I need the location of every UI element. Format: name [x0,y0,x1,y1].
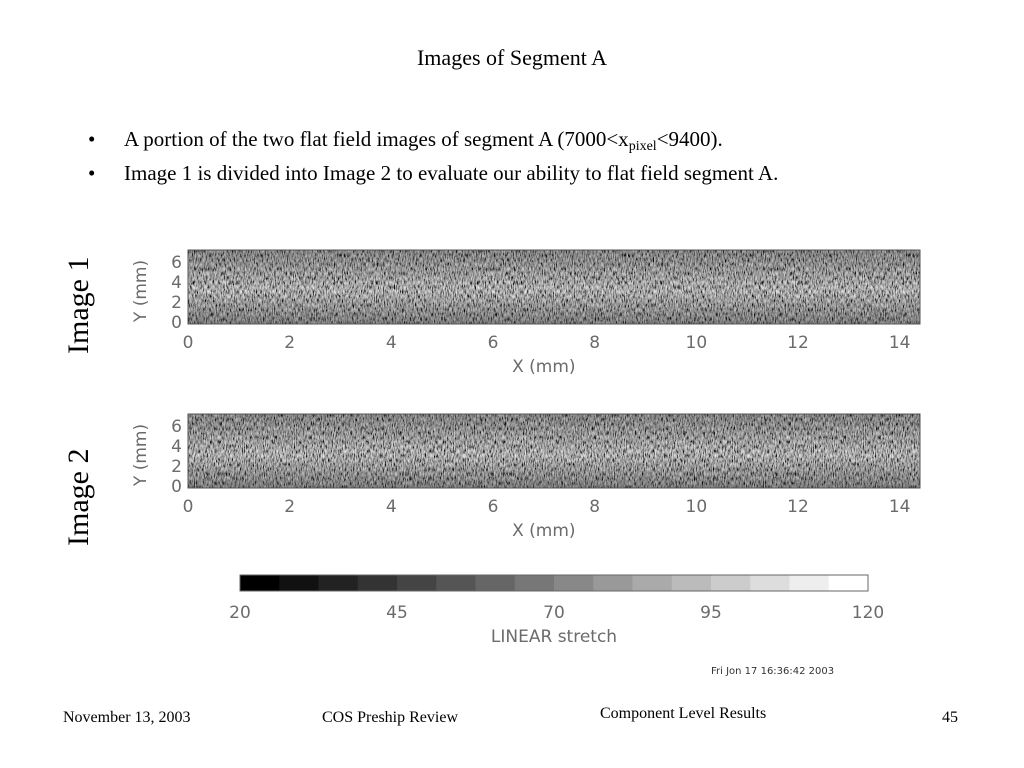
x-tick-label: 8 [589,497,600,517]
y-tick-label: 4 [171,273,182,293]
x-tick-label: 0 [183,497,194,517]
colorbar: 20 45 70 95 120 LINEAR stretch [229,574,884,647]
colorbar-tick-label: 70 [543,603,565,623]
x-tick-label: 6 [488,497,499,517]
x-tick-label: 14 [889,333,911,353]
colorbar-swatch [750,575,790,591]
colorbar-swatch [475,575,516,591]
bullet-item-2: Image 1 is divided into Image 2 to evalu… [84,156,778,190]
colorbar-swatch [593,575,633,591]
x-tick-label: 12 [787,333,809,353]
colorbar-swatch [671,575,712,591]
image-2-xlabel: X (mm) [512,521,575,541]
colorbar-swatch [279,575,319,591]
y-tick-label: 2 [171,457,182,477]
x-tick-label: 4 [386,497,397,517]
footer-page-number: 45 [942,709,958,726]
colorbar-swatch [318,575,359,591]
colorbar-swatch [554,575,594,591]
colorbar-swatch [828,575,869,591]
y-tick-label: 6 [171,417,182,437]
x-tick-label: 10 [686,497,708,517]
footer-section: Component Level Results [600,705,767,722]
x-tick-label: 2 [284,497,295,517]
y-tick-label: 4 [171,437,182,457]
image-2-label: Image 2 [62,448,95,546]
image-2-ylabel: Y (mm) [131,424,151,487]
colorbar-tick-label: 95 [700,603,722,623]
bullet-list: A portion of the two flat field images o… [84,122,778,190]
slide-title: Images of Segment A [416,45,608,70]
colorbar-swatch [632,575,673,591]
footer-event: COS Preship Review [322,709,458,726]
x-tick-label: 6 [488,333,499,353]
footer-date: November 13, 2003 [63,709,191,726]
image-2-frame [187,413,921,489]
image-2-shading [188,414,920,488]
y-tick-label: 2 [171,293,182,313]
colorbar-tick-label: 120 [852,603,884,623]
y-tick-label: 6 [171,253,182,273]
y-tick-label: 0 [171,313,182,333]
colorbar-swatch [789,575,830,591]
timestamp: Fri Jon 17 16:36:42 2003 [711,666,835,677]
bullet-item-1: A portion of the two flat field images o… [84,122,778,156]
colorbar-swatch [240,575,280,591]
image-1-ylabel: Y (mm) [131,260,151,323]
colorbar-swatch [397,575,437,591]
colorbar-swatch [357,575,398,591]
colorbar-tick-label: 45 [386,603,408,623]
x-tick-label: 14 [889,497,911,517]
colorbar-frame [239,574,869,592]
y-tick-label: 0 [171,477,182,497]
image-1-xlabel: X (mm) [512,357,575,377]
x-tick-label: 8 [589,333,600,353]
colorbar-label: LINEAR stretch [491,627,617,647]
colorbar-swatch [436,575,476,591]
image-1-shading [188,250,920,324]
colorbar-swatch [514,575,555,591]
image-1-label: Image 1 [62,256,95,354]
x-tick-label: 4 [386,333,397,353]
image-1-frame [187,249,921,325]
colorbar-swatch [711,575,751,591]
x-tick-label: 0 [183,333,194,353]
x-tick-label: 12 [787,497,809,517]
x-tick-label: 2 [284,333,295,353]
x-tick-label: 10 [686,333,708,353]
colorbar-tick-label: 20 [229,603,251,623]
